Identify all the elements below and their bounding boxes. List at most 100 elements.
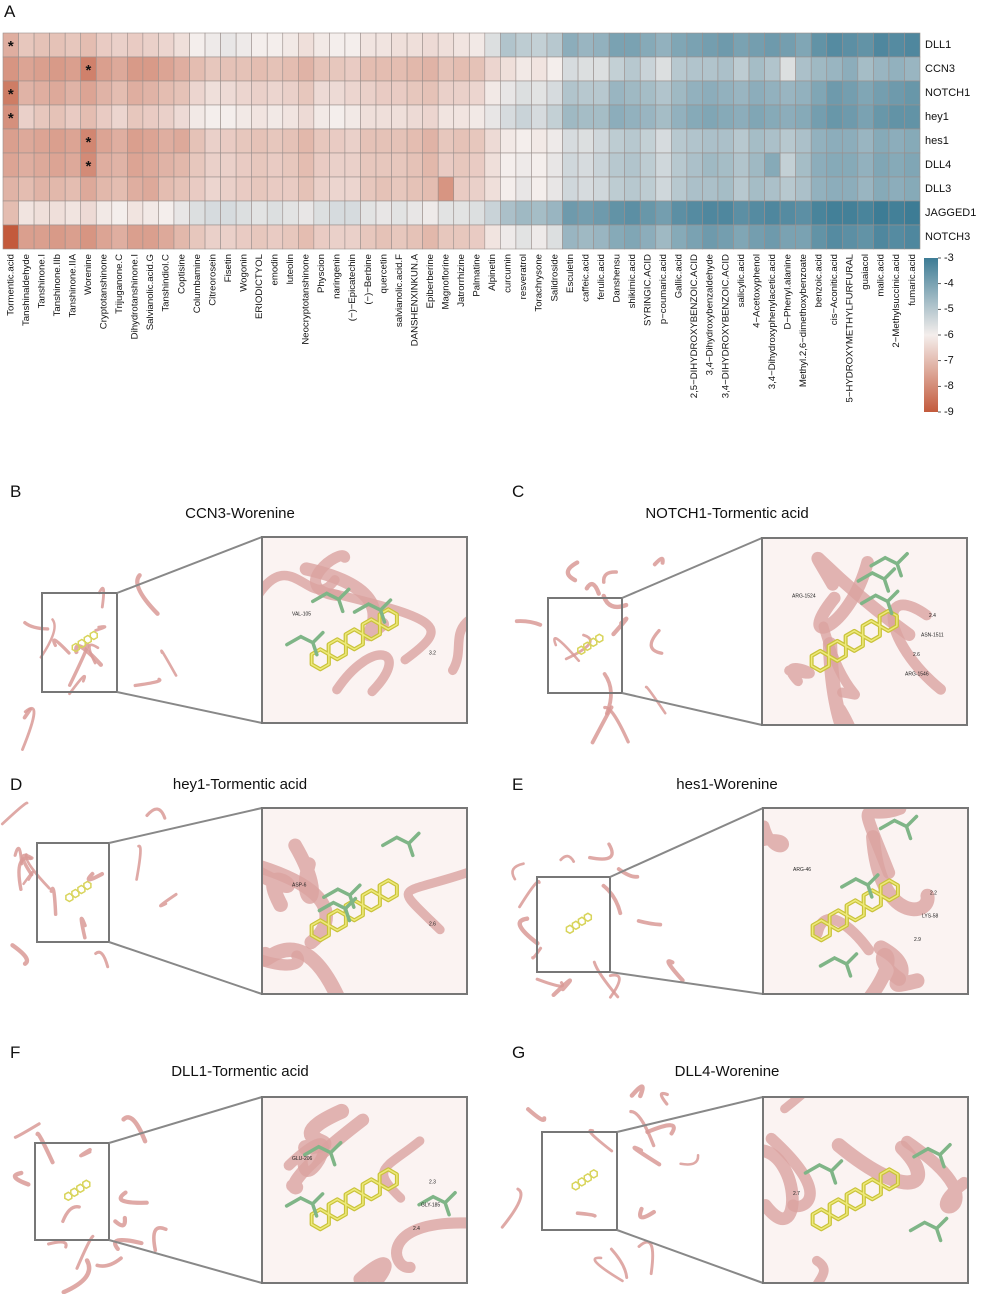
heatmap-cell xyxy=(888,128,905,154)
protein-ribbon xyxy=(13,1122,41,1139)
heatmap-cell xyxy=(795,128,812,154)
protein-ribbon xyxy=(22,870,35,886)
heatmap-cell xyxy=(733,80,750,106)
heatmap-cell xyxy=(111,176,128,202)
protein-ribbon xyxy=(135,573,160,616)
heatmap-cell xyxy=(2,176,19,202)
heatmap-cell xyxy=(111,104,128,130)
heatmap-cell xyxy=(468,128,486,154)
heatmap-cell xyxy=(266,176,284,202)
heatmap-cell xyxy=(375,80,392,106)
heatmap-cell xyxy=(142,56,159,82)
heatmap-cell xyxy=(437,224,455,250)
heatmap-cell xyxy=(64,200,82,226)
protein-ribbon xyxy=(79,916,87,940)
heatmap-cell xyxy=(158,104,175,130)
heatmap-cell xyxy=(562,224,579,250)
heatmap-cell xyxy=(795,80,812,106)
heatmap-cell xyxy=(857,200,874,226)
heatmap-cell xyxy=(562,200,579,226)
heatmap-cell xyxy=(95,56,113,82)
heatmap-cell xyxy=(671,56,688,82)
heatmap-cell xyxy=(158,200,175,226)
heatmap-cell xyxy=(671,104,688,130)
heatmap-cell xyxy=(484,80,501,106)
heatmap-cell xyxy=(515,104,532,130)
protein-ribbon xyxy=(262,950,305,971)
heatmap-cell xyxy=(173,32,190,58)
heatmap-cell xyxy=(810,224,828,250)
heatmap-cell xyxy=(826,224,843,250)
zoom-line xyxy=(609,971,764,995)
column-label: (−)−Berbine xyxy=(363,254,374,305)
heatmap-cell xyxy=(142,176,159,202)
residue-stick xyxy=(912,1143,952,1169)
heatmap-cell xyxy=(251,224,268,250)
protein-ribbon xyxy=(812,914,874,956)
protein-ribbon xyxy=(12,1170,31,1187)
heatmap-cell xyxy=(282,200,299,226)
heatmap-cell xyxy=(204,224,221,250)
protein-ribbon xyxy=(584,581,601,596)
protein-ribbon xyxy=(514,619,543,627)
heatmap-cell xyxy=(437,104,455,130)
heatmap-cell xyxy=(841,128,859,154)
heatmap-cell xyxy=(779,80,796,106)
heatmap-cell xyxy=(158,32,175,58)
heatmap-cell xyxy=(266,152,284,178)
zoom-view xyxy=(763,1097,968,1283)
column-label: Columbamine xyxy=(192,254,203,313)
column-label: malic.acid xyxy=(876,254,887,297)
protein-ribbon xyxy=(666,959,685,983)
heatmap-cell xyxy=(298,224,315,250)
heatmap-cell xyxy=(810,176,828,202)
heatmap-cell xyxy=(841,152,859,178)
heatmap-cell xyxy=(173,176,190,202)
protein-overview xyxy=(511,842,685,999)
heatmap-cell xyxy=(873,224,890,250)
heatmap-cell xyxy=(888,56,905,82)
column-label: Torachrysone xyxy=(534,254,545,312)
heatmap-cell xyxy=(546,176,563,202)
zoom-line xyxy=(108,941,263,995)
protein-ribbon xyxy=(47,1240,68,1249)
protein-ribbon xyxy=(629,1109,656,1148)
panel-letter: F xyxy=(10,1043,20,1062)
column-label: 3,4−Dihydroxyphenylacetic.acid xyxy=(767,254,778,389)
protein-ribbon xyxy=(564,633,592,661)
heatmap-cell xyxy=(344,152,361,178)
row-label: DLL1 xyxy=(925,39,951,51)
heatmap-cell xyxy=(406,128,423,154)
protein-ribbon xyxy=(133,677,162,688)
significance-mark: * xyxy=(8,38,14,55)
heatmap-cell xyxy=(329,56,346,82)
heatmap-cell xyxy=(2,128,19,154)
column-label: 3,4−Dihydroxybenzaldehyde xyxy=(705,254,716,375)
heatmap-cell xyxy=(142,128,159,154)
heatmap-cell xyxy=(422,32,439,58)
heatmap-cell xyxy=(468,152,486,178)
protein-ribbon xyxy=(61,1258,92,1294)
heatmap-cell xyxy=(608,56,625,82)
heatmap-cell xyxy=(841,176,859,202)
heatmap-cell xyxy=(764,200,781,226)
heatmap-cell xyxy=(313,152,330,178)
heatmap-cell xyxy=(717,56,734,82)
protein-ribbon xyxy=(95,1256,123,1268)
heatmap-cell xyxy=(593,200,610,226)
heatmap-cell xyxy=(733,176,750,202)
protein-ribbon xyxy=(39,618,56,659)
residue-stick xyxy=(285,630,325,657)
heatmap-cell xyxy=(204,176,221,202)
heatmap-cell xyxy=(655,56,672,82)
heatmap-cell xyxy=(64,80,82,106)
heatmap-cell xyxy=(655,176,672,202)
heatmap-cell xyxy=(608,200,625,226)
heatmap-cell xyxy=(49,80,66,106)
protein-ribbon xyxy=(52,638,71,655)
heatmap-cell xyxy=(904,152,921,178)
heatmap-cell xyxy=(391,200,408,226)
heatmap-cell xyxy=(95,104,113,130)
heatmap-cell xyxy=(841,224,859,250)
heatmap-cell xyxy=(282,104,299,130)
